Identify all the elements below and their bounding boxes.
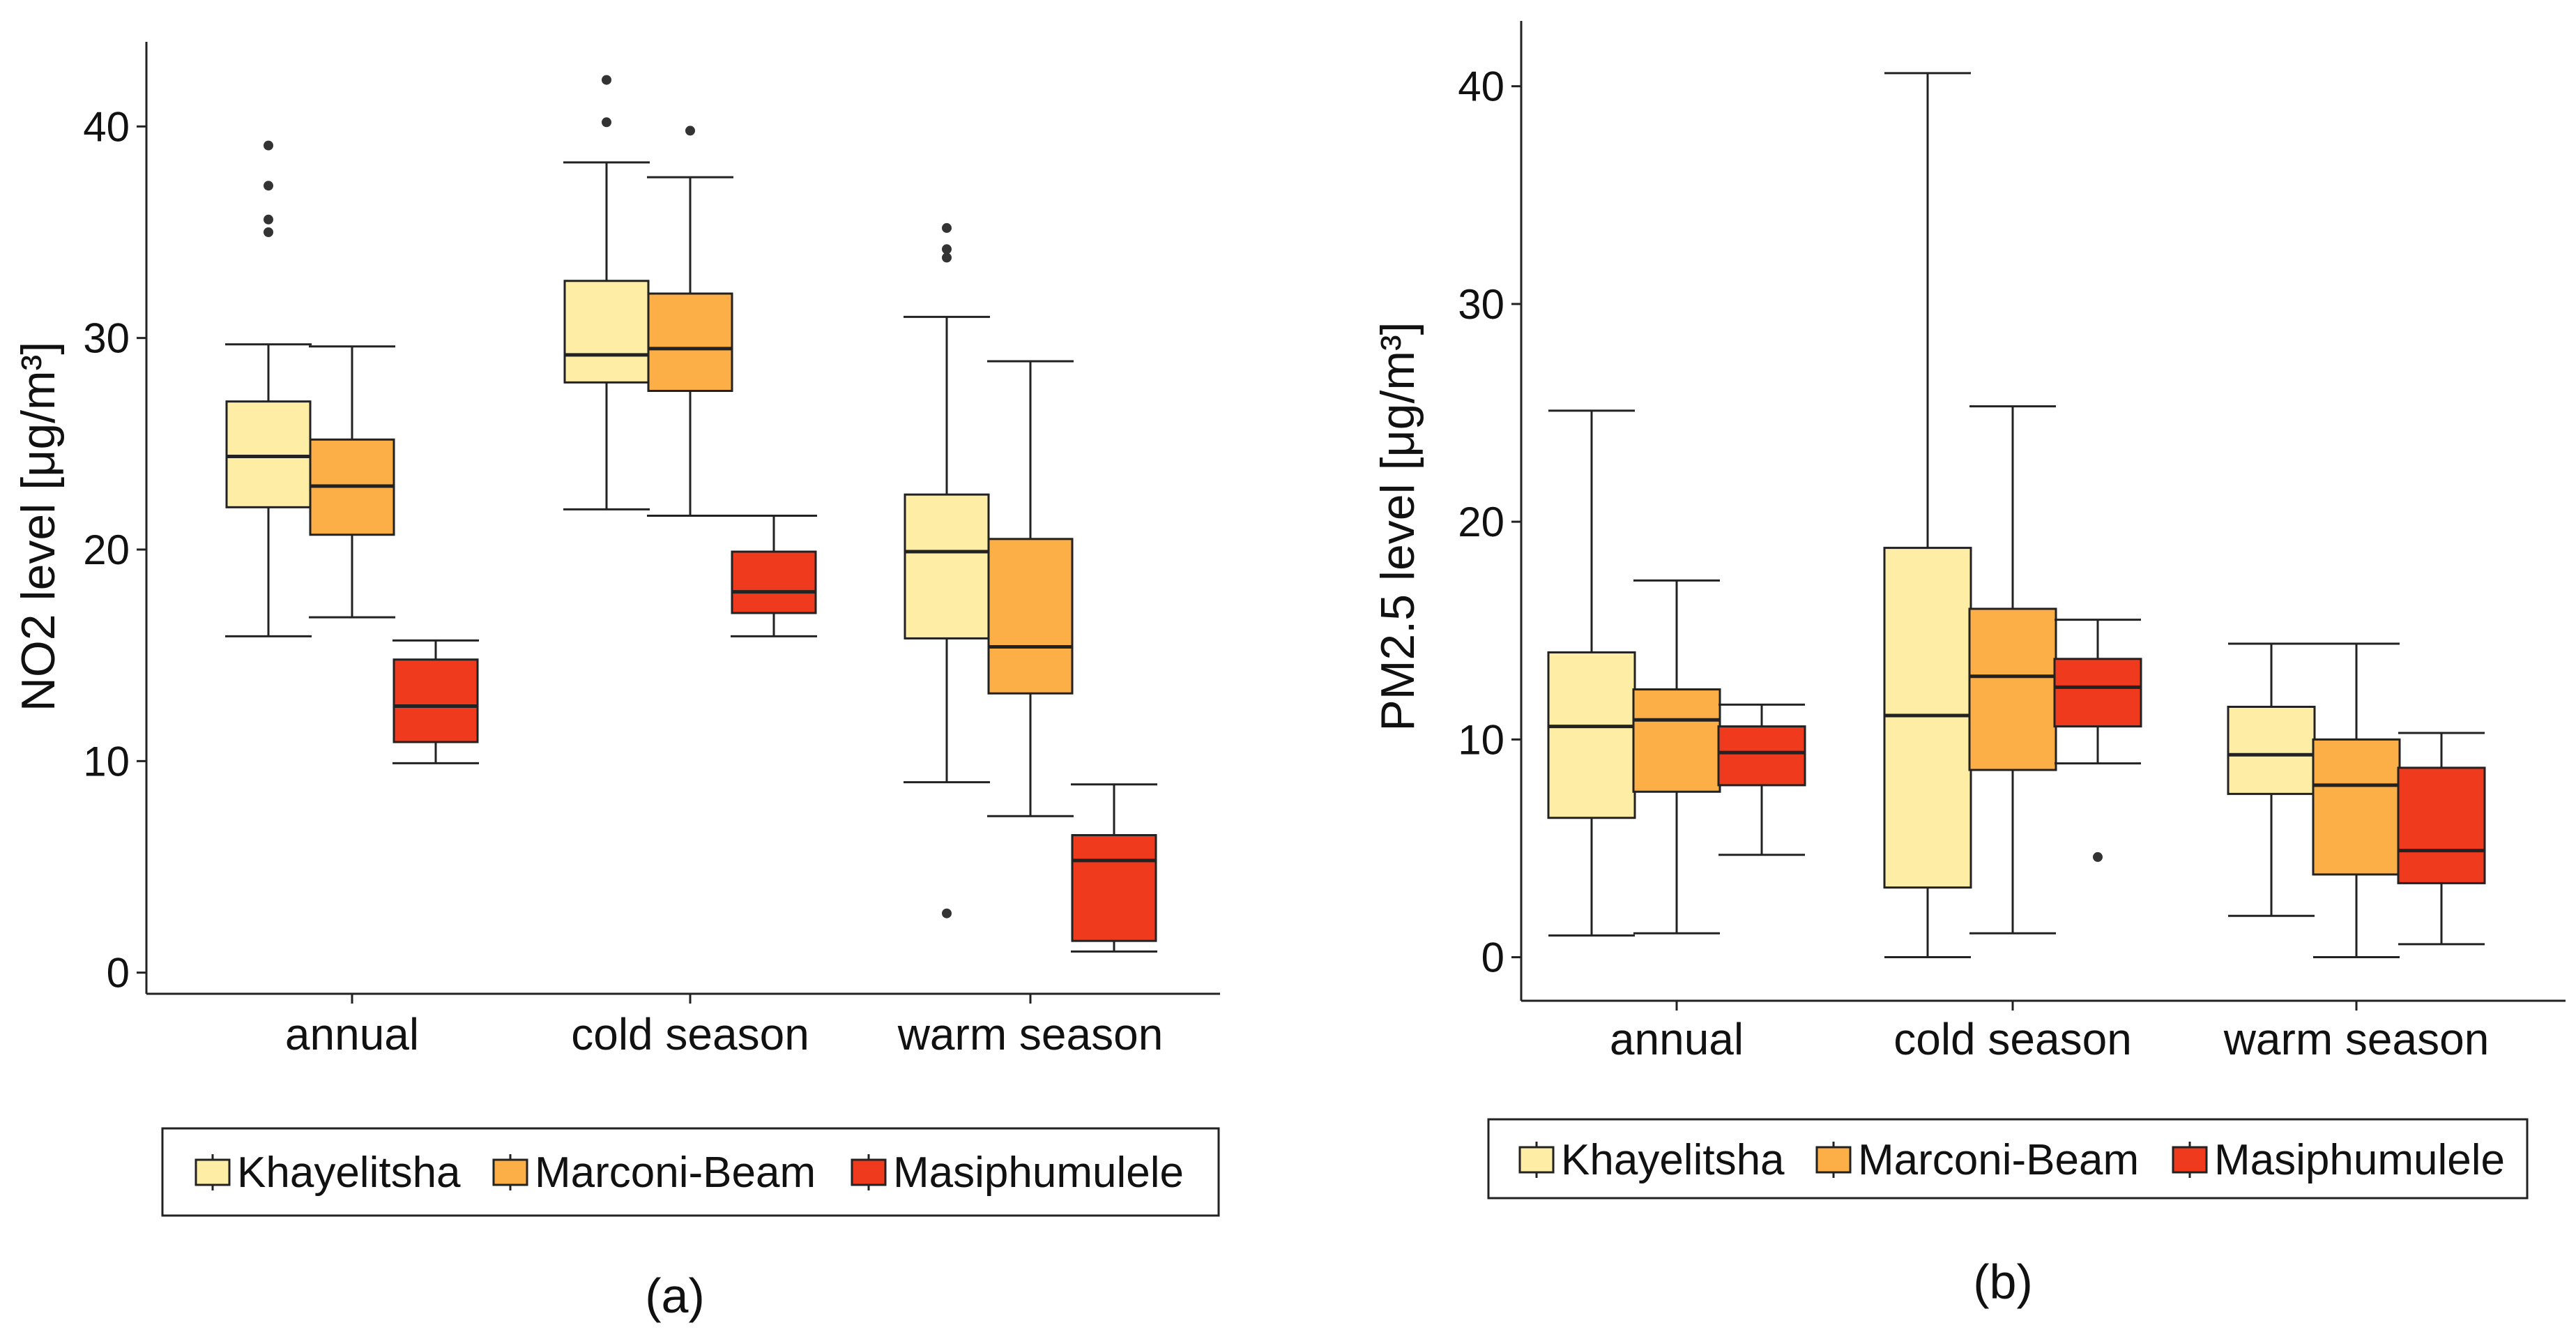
iqr-box [1071,834,1157,942]
outlier-point [942,908,952,918]
iqr-box [987,538,1074,695]
iqr-box [1717,725,1806,787]
box-khayelitsha-annual [1547,409,1636,937]
box-khayelitsha-annual [225,140,312,637]
x-tick-label: cold season [1893,1014,2132,1064]
outlier-point [942,244,952,255]
iqr-box [2227,706,2316,795]
legend-key-masiphumulele [851,1158,887,1186]
iqr-box [2397,766,2486,884]
legend-item-khayelitsha: Khayelitsha [195,1149,461,1197]
plot-area-no2: 0 10 20 30 40 annual cold season warm season [83,42,1220,1059]
legend-label-marconi-beam: Marconi-Beam [535,1149,816,1197]
box-masiphumulele-warm-season [1071,783,1157,953]
box-marconi-beam-annual [309,345,395,619]
outlier-point [942,222,952,233]
legend-item-masiphumulele: Masiphumulele [851,1149,1184,1197]
legend-item-masiphumulele: Masiphumulele [2172,1136,2505,1184]
legend-no2: Khayelitsha Marconi-Beam Masiphumulele [161,1127,1220,1217]
x-tick-label: warm season [897,1009,1164,1059]
legend-label-khayelitsha: Khayelitsha [1561,1136,1785,1184]
legend-pm25: Khayelitsha Marconi-Beam Masiphumulele [1487,1118,2529,1200]
box-marconi-beam-warm-season [987,360,1074,817]
iqr-box [563,280,650,384]
outlier-point [685,126,695,136]
iqr-box [225,400,312,508]
box-masiphumulele-cold-season [731,514,817,637]
outlier-point [264,181,273,191]
outlier-point [602,117,611,128]
panel-a-no2: NO2 level [μg/m³] 0 10 20 30 40 annual cold se… [12,42,1220,1323]
iqr-box [1632,688,1721,793]
box-khayelitsha-cold-season [1883,72,1972,959]
x-tick-label: annual [285,1009,419,1059]
panel-label-b: (b) [1973,1255,2033,1309]
legend-label-marconi-beam: Marconi-Beam [1858,1136,2139,1184]
box-masiphumulele-annual [1717,703,1806,856]
legend-item-marconi-beam: Marconi-Beam [1815,1136,2139,1184]
box-marconi-beam-annual [1632,579,1721,935]
legend-key-khayelitsha [195,1158,231,1186]
box-marconi-beam-warm-season [2312,642,2401,959]
y-tick-label: 30 [1458,281,1504,328]
legend-key-masiphumulele [2172,1146,2208,1174]
box-marconi-beam-cold-season [1968,405,2057,935]
box-masiphumulele-annual [393,639,479,764]
plot-area-pm25: 0 10 20 30 40 annual cold season warm season [1458,21,2566,1064]
y-axis-title-pm25: PM2.5 level [μg/m³] [1371,321,1424,731]
box-masiphumulele-warm-season [2397,732,2486,946]
y-tick-label: 40 [83,103,130,150]
iqr-box [904,493,990,640]
y-tick-label: 20 [83,527,130,573]
y-axis-title-no2: NO2 level [μg/m³] [12,342,65,711]
iqr-box [2053,658,2142,728]
iqr-box [2312,738,2401,876]
legend-label-masiphumulele: Masiphumulele [893,1149,1184,1197]
iqr-box [393,658,479,743]
iqr-box [1883,547,1972,889]
y-tick-label: 40 [1458,63,1504,110]
iqr-box [1968,607,2057,771]
legend-key-marconi-beam [1815,1146,1852,1174]
y-tick-label: 20 [1458,499,1504,545]
box-marconi-beam-cold-season [647,126,733,517]
outlier-point [602,75,611,85]
y-tick-label: 0 [107,950,130,997]
legend-item-khayelitsha: Khayelitsha [1518,1136,1785,1184]
iqr-box [647,292,733,393]
outlier-point [2093,852,2103,862]
legend-frame [1487,1118,2529,1200]
legend-label-masiphumulele: Masiphumulele [2214,1136,2505,1184]
legend-key-khayelitsha [1518,1146,1555,1174]
legend-item-marconi-beam: Marconi-Beam [492,1149,816,1197]
legend-frame [161,1127,1220,1217]
legend-key-marconi-beam [492,1158,528,1186]
iqr-box [1547,651,1636,819]
box-masiphumulele-cold-season [2053,619,2142,862]
iqr-box [731,550,817,614]
x-tick-label: cold season [571,1009,809,1059]
legend-label-khayelitsha: Khayelitsha [237,1149,461,1197]
outlier-point [264,227,273,237]
y-tick-label: 10 [1458,716,1504,763]
panel-label-a: (a) [645,1269,705,1323]
box-khayelitsha-cold-season [563,75,650,510]
y-tick-label: 0 [1481,935,1504,981]
outlier-point [264,214,273,225]
x-tick-label: warm season [2223,1014,2490,1064]
box-khayelitsha-warm-season [2227,642,2316,917]
y-tick-label: 10 [83,738,130,785]
outlier-point [942,252,952,263]
x-tick-label: annual [1610,1014,1744,1064]
panel-b-pm25: PM2.5 level [μg/m³] 0 10 20 30 40 annual cold … [1371,21,2566,1309]
outlier-point [264,140,273,151]
y-tick-label: 30 [83,315,130,362]
box-khayelitsha-warm-season [904,222,990,918]
